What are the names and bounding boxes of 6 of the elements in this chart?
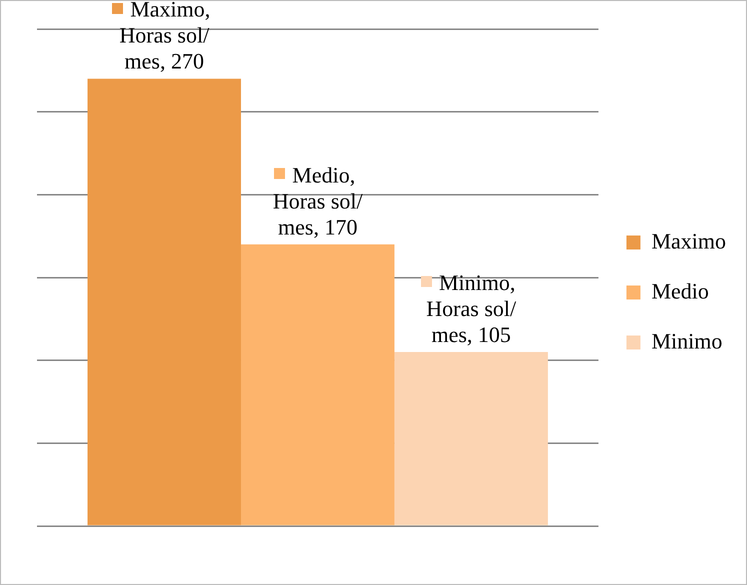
data-label: Medio, Horas sol/mes, 170 <box>272 162 364 240</box>
legend-label: Maximo <box>651 228 726 254</box>
data-label: Minimo, Horas sol/mes, 105 <box>426 270 517 348</box>
legend-label: Minimo <box>651 328 722 354</box>
legend-label: Medio <box>651 278 709 304</box>
data-label: Maximo, Horas sol/mes, 270 <box>119 0 210 74</box>
